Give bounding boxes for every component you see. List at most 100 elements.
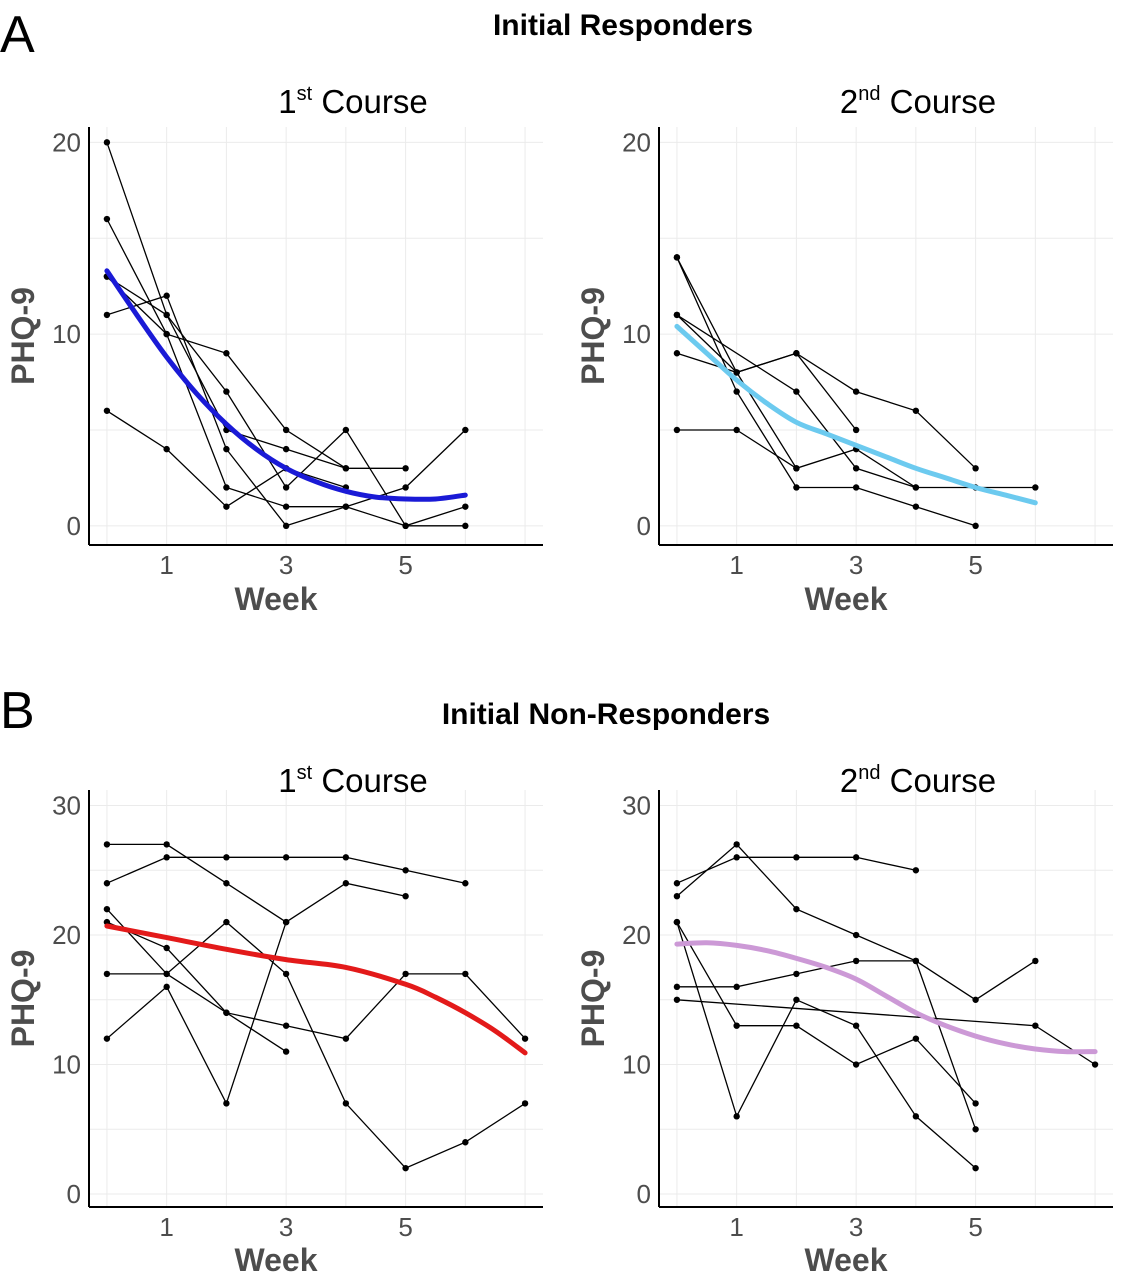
data-point: [972, 1164, 979, 1172]
data-point: [733, 388, 740, 395]
data-point: [163, 292, 170, 299]
data-point: [852, 388, 860, 395]
plot-title: 1st Course: [278, 762, 427, 799]
data-point: [673, 880, 681, 887]
x-tick-label: 5: [968, 550, 982, 580]
trend-curve: [104, 268, 468, 502]
subject-line: [106, 843, 406, 923]
data-point: [103, 215, 111, 223]
data-point: [793, 854, 800, 861]
data-point: [402, 867, 409, 874]
data-point: [282, 484, 290, 491]
data-point: [912, 1035, 920, 1042]
y-tick-label: 30: [52, 791, 81, 821]
data-point: [673, 311, 681, 319]
data-point: [223, 388, 230, 395]
data-point: [402, 484, 409, 491]
data-point: [103, 311, 111, 319]
x-tick-label: 5: [398, 550, 412, 580]
data-point: [402, 970, 409, 978]
data-point: [733, 1113, 740, 1120]
data-point: [912, 867, 920, 874]
subject-series: [673, 854, 920, 887]
trend-curve: [104, 923, 528, 1056]
data-point: [103, 918, 111, 926]
x-tick-label: 1: [729, 1212, 743, 1242]
subject-line: [676, 314, 977, 469]
data-point: [163, 944, 170, 952]
data-point: [223, 484, 230, 491]
subject-series: [673, 350, 860, 434]
x-tick-label: 3: [279, 1212, 293, 1242]
data-point: [342, 503, 350, 510]
data-point: [673, 996, 681, 1003]
plot-title-number: 1: [278, 83, 296, 120]
data-point: [223, 350, 230, 357]
trend-curve: [674, 323, 1038, 506]
data-point: [733, 841, 740, 848]
data-point: [163, 330, 170, 338]
x-tick-label: 3: [279, 550, 293, 580]
grid: [89, 790, 543, 1207]
x-tick-label: 1: [159, 1212, 173, 1242]
plot-title: 2nd Course: [840, 762, 996, 799]
data-point: [673, 892, 681, 900]
y-tick-label: 30: [622, 791, 651, 821]
data-point: [852, 484, 860, 491]
data-point: [462, 522, 469, 530]
data-point: [852, 1061, 860, 1068]
subject-series: [103, 918, 290, 1107]
data-point: [402, 465, 409, 472]
data-point: [673, 254, 681, 261]
data-point: [223, 854, 230, 861]
data-point: [462, 503, 469, 510]
subject-series: [103, 215, 409, 472]
data-point: [793, 465, 800, 472]
subject-line: [106, 973, 526, 1040]
data-point: [462, 880, 469, 887]
y-axis-label: PHQ-9: [5, 950, 41, 1048]
data-point: [223, 1009, 230, 1016]
data-point: [793, 996, 800, 1003]
data-point: [793, 1022, 800, 1029]
data-point: [912, 957, 920, 965]
subject-series: [673, 841, 979, 1133]
data-point: [223, 503, 230, 510]
data-point: [103, 970, 111, 978]
data-point: [972, 1100, 979, 1107]
subject-line: [676, 999, 1096, 1066]
data-point: [342, 465, 350, 472]
plot-title: 1st Course: [278, 83, 427, 120]
subject-series: [103, 273, 469, 530]
x-tick-label: 3: [849, 1212, 863, 1242]
data-point: [402, 522, 409, 530]
subject-series: [673, 996, 1099, 1068]
data-point: [733, 1022, 740, 1029]
plot-title-text: Course: [312, 762, 428, 799]
subject-line: [106, 908, 526, 1169]
data-point: [223, 918, 230, 926]
subject-series: [673, 918, 979, 1172]
data-point: [793, 970, 800, 978]
plot-title-number: 1: [278, 762, 296, 799]
data-point: [521, 1035, 529, 1042]
subject-line: [106, 218, 406, 469]
x-tick-label: 1: [159, 550, 173, 580]
data-point: [852, 465, 860, 472]
data-point: [282, 854, 290, 861]
plot-title: 2nd Course: [840, 83, 996, 120]
panel-letter-a: A: [0, 6, 35, 64]
data-point: [402, 1164, 409, 1172]
data-point: [852, 854, 860, 861]
data-point: [1032, 957, 1039, 965]
subject-line: [676, 352, 857, 431]
plot-title-superscript: st: [297, 762, 313, 784]
subject-series: [103, 970, 529, 1042]
subject-line: [676, 843, 977, 1130]
data-point: [282, 918, 290, 926]
subject-series: [673, 311, 920, 491]
y-tick-label: 20: [622, 920, 651, 950]
data-point: [912, 1113, 920, 1120]
data-point: [223, 880, 230, 887]
data-point: [972, 522, 979, 530]
